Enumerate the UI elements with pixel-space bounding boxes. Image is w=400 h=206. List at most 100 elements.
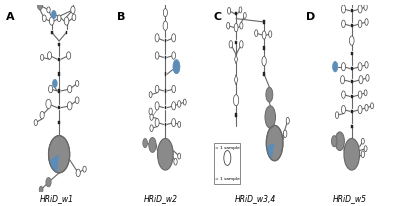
Circle shape xyxy=(244,13,246,19)
Wedge shape xyxy=(49,154,59,173)
Bar xyxy=(58,58,60,62)
Circle shape xyxy=(149,109,152,115)
Circle shape xyxy=(34,120,38,126)
Circle shape xyxy=(283,130,287,138)
Circle shape xyxy=(365,20,368,26)
Circle shape xyxy=(178,153,181,159)
Circle shape xyxy=(224,151,231,166)
Circle shape xyxy=(172,53,176,60)
Circle shape xyxy=(358,91,362,99)
Bar xyxy=(235,13,237,16)
Bar xyxy=(263,47,265,50)
Circle shape xyxy=(266,88,273,103)
Bar xyxy=(58,73,60,76)
Circle shape xyxy=(227,23,230,30)
Circle shape xyxy=(365,62,368,69)
Bar xyxy=(58,121,60,125)
Circle shape xyxy=(286,118,289,124)
Circle shape xyxy=(71,0,75,5)
Circle shape xyxy=(155,119,159,127)
Circle shape xyxy=(72,15,76,22)
FancyBboxPatch shape xyxy=(214,143,240,184)
Bar xyxy=(164,73,166,76)
Bar xyxy=(58,90,60,93)
Circle shape xyxy=(262,57,266,66)
Circle shape xyxy=(149,92,152,98)
Circle shape xyxy=(178,122,181,128)
Circle shape xyxy=(239,8,242,14)
Bar xyxy=(351,95,352,99)
Circle shape xyxy=(332,136,337,147)
Circle shape xyxy=(155,86,159,93)
Circle shape xyxy=(269,32,272,38)
Circle shape xyxy=(234,95,239,106)
Circle shape xyxy=(335,132,344,151)
Circle shape xyxy=(42,16,46,22)
Circle shape xyxy=(48,136,70,173)
Circle shape xyxy=(234,24,238,33)
Circle shape xyxy=(158,139,173,170)
Bar xyxy=(351,53,352,56)
Bar xyxy=(263,73,265,76)
Circle shape xyxy=(358,63,362,71)
Circle shape xyxy=(178,101,181,108)
Circle shape xyxy=(364,90,367,96)
Polygon shape xyxy=(234,55,238,65)
Circle shape xyxy=(358,6,362,14)
Circle shape xyxy=(34,0,38,2)
Circle shape xyxy=(332,62,338,73)
Circle shape xyxy=(48,53,52,60)
Circle shape xyxy=(344,139,360,170)
Circle shape xyxy=(64,18,69,26)
Polygon shape xyxy=(234,75,238,85)
Circle shape xyxy=(358,21,362,28)
Bar xyxy=(351,25,352,28)
Bar xyxy=(164,107,166,110)
Circle shape xyxy=(52,80,57,88)
Circle shape xyxy=(67,102,72,110)
Bar xyxy=(51,31,53,35)
Circle shape xyxy=(150,114,153,121)
Circle shape xyxy=(366,75,369,82)
Circle shape xyxy=(228,8,231,15)
Circle shape xyxy=(40,112,44,119)
Circle shape xyxy=(75,97,79,104)
Text: = 1 sample: = 1 sample xyxy=(215,177,240,181)
Circle shape xyxy=(76,81,79,87)
Circle shape xyxy=(342,21,345,28)
Bar xyxy=(58,43,60,47)
Circle shape xyxy=(174,159,177,165)
Bar xyxy=(235,114,237,117)
Circle shape xyxy=(364,5,367,11)
Circle shape xyxy=(183,100,186,105)
Circle shape xyxy=(76,169,80,177)
Circle shape xyxy=(164,0,167,4)
Bar xyxy=(263,21,265,25)
Circle shape xyxy=(155,35,159,43)
Circle shape xyxy=(163,9,168,18)
Bar xyxy=(351,68,352,71)
Circle shape xyxy=(361,139,364,144)
Circle shape xyxy=(155,53,159,60)
Text: HRiD_w3,4: HRiD_w3,4 xyxy=(235,193,276,202)
Circle shape xyxy=(149,138,156,153)
Circle shape xyxy=(358,106,362,114)
Circle shape xyxy=(155,102,159,110)
Bar xyxy=(351,81,352,84)
Circle shape xyxy=(172,35,176,43)
Circle shape xyxy=(172,102,176,110)
Text: B: B xyxy=(116,12,125,22)
Bar xyxy=(164,90,166,93)
Circle shape xyxy=(48,86,53,93)
Circle shape xyxy=(163,22,168,31)
Circle shape xyxy=(265,106,276,129)
Circle shape xyxy=(359,76,363,84)
Circle shape xyxy=(342,6,346,14)
Circle shape xyxy=(52,11,56,20)
Circle shape xyxy=(37,2,43,11)
Circle shape xyxy=(335,112,339,119)
Circle shape xyxy=(40,55,44,61)
Bar xyxy=(351,125,352,128)
Bar xyxy=(164,56,166,60)
Text: HRiD_w5: HRiD_w5 xyxy=(333,193,367,202)
